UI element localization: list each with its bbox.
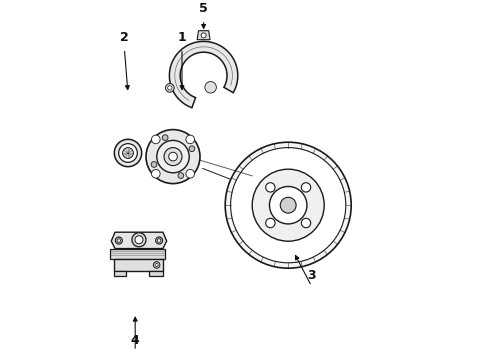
Polygon shape <box>111 232 167 248</box>
Polygon shape <box>149 271 163 276</box>
Circle shape <box>186 135 195 144</box>
Circle shape <box>301 183 311 192</box>
Circle shape <box>225 142 351 268</box>
Circle shape <box>201 33 206 38</box>
Text: 3: 3 <box>307 269 316 282</box>
Circle shape <box>156 237 163 244</box>
Circle shape <box>280 197 296 213</box>
Circle shape <box>270 186 307 224</box>
Polygon shape <box>197 31 210 40</box>
Circle shape <box>252 169 324 241</box>
Circle shape <box>115 237 122 244</box>
Circle shape <box>231 148 346 263</box>
Circle shape <box>169 152 177 161</box>
Polygon shape <box>114 271 126 276</box>
Circle shape <box>151 170 160 178</box>
Circle shape <box>189 146 195 152</box>
Circle shape <box>151 135 160 144</box>
Circle shape <box>205 81 217 93</box>
Polygon shape <box>114 258 163 271</box>
Circle shape <box>186 170 195 178</box>
Circle shape <box>157 140 189 173</box>
Text: 2: 2 <box>120 31 129 44</box>
Circle shape <box>122 148 133 158</box>
Circle shape <box>166 84 174 92</box>
Text: 5: 5 <box>199 3 208 15</box>
Circle shape <box>168 86 172 90</box>
Circle shape <box>119 144 137 162</box>
Polygon shape <box>110 248 166 258</box>
Circle shape <box>114 139 142 167</box>
Circle shape <box>153 262 160 268</box>
Circle shape <box>266 183 275 192</box>
Circle shape <box>155 264 158 266</box>
Circle shape <box>162 135 168 140</box>
Text: 4: 4 <box>131 334 140 347</box>
Circle shape <box>164 148 182 166</box>
Circle shape <box>178 173 184 179</box>
Circle shape <box>146 130 200 184</box>
Text: 1: 1 <box>177 31 186 44</box>
Circle shape <box>117 239 121 242</box>
Circle shape <box>135 236 143 244</box>
Circle shape <box>157 239 161 242</box>
Circle shape <box>266 218 275 228</box>
Polygon shape <box>170 41 238 108</box>
Circle shape <box>301 218 311 228</box>
Circle shape <box>151 162 157 167</box>
Circle shape <box>132 233 146 247</box>
